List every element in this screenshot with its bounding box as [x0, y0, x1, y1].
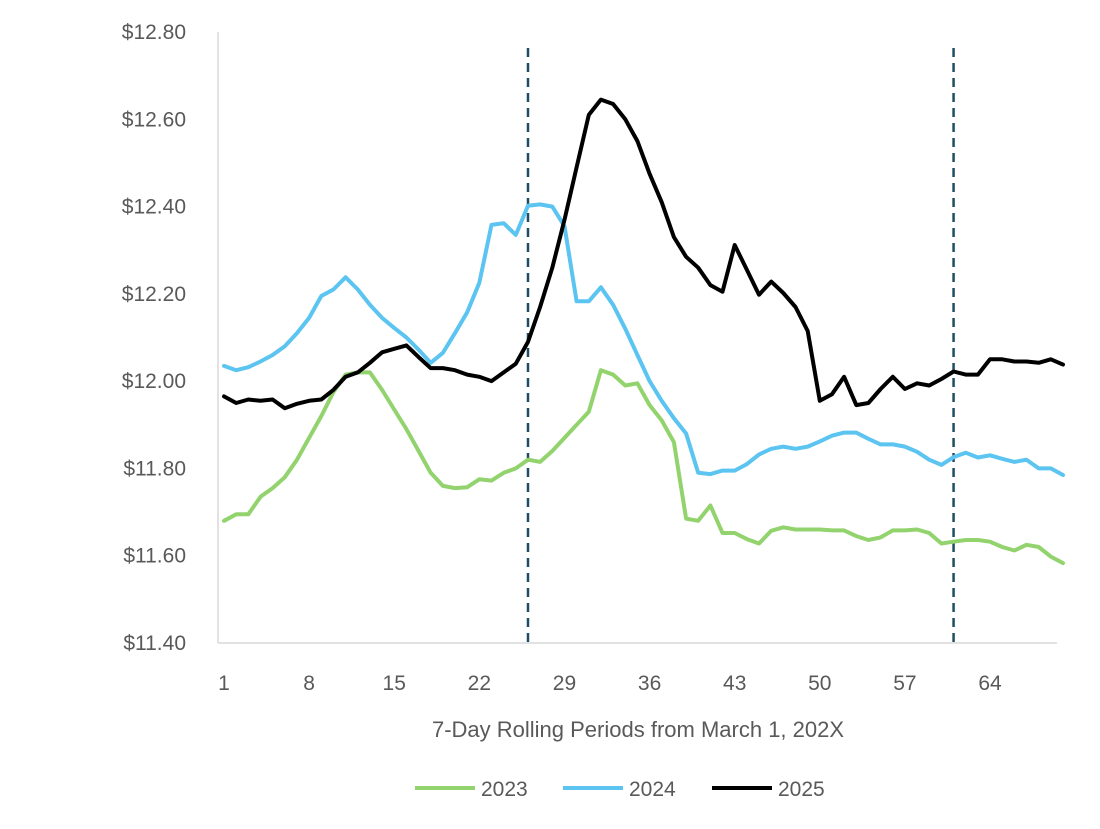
legend-label-2024: 2024 — [629, 778, 676, 801]
y-tick-label: $12.40 — [122, 196, 186, 219]
x-tick-label: 64 — [978, 672, 1002, 695]
x-axis-label: 7-Day Rolling Periods from March 1, 202X — [432, 717, 844, 742]
x-tick-label: 1 — [218, 672, 230, 695]
series-line-2024 — [222, 202, 1065, 477]
x-tick-label: 8 — [303, 672, 315, 695]
legend-label-2025: 2025 — [778, 778, 825, 801]
x-tick-label: 57 — [893, 672, 916, 695]
y-tick-label: $11.80 — [123, 457, 186, 480]
series-line-2025 — [222, 97, 1065, 411]
x-tick-label: 50 — [808, 672, 831, 695]
legend: 2023 2024 2025 — [415, 778, 825, 801]
y-tick-label: $11.60 — [123, 545, 186, 568]
x-tick-label: 15 — [383, 672, 406, 695]
y-axis-ticks: $11.40 $11.60 $11.80 $12.00 $12.20 $12.40 $12.… — [122, 21, 186, 655]
x-tick-label: 36 — [638, 672, 661, 695]
y-tick-label: $12.00 — [122, 370, 186, 393]
series-line-2023 — [222, 368, 1065, 566]
x-tick-label: 43 — [723, 672, 746, 695]
x-tick-label: 22 — [468, 672, 491, 695]
y-tick-label: $12.60 — [122, 108, 186, 131]
reference-lines — [526, 48, 955, 643]
x-axis-ticks: 1 8 15 22 29 36 43 50 57 64 — [218, 672, 1002, 695]
y-tick-label: $12.80 — [122, 21, 186, 44]
x-tick-label: 29 — [553, 672, 576, 695]
y-tick-label: $11.40 — [123, 632, 186, 655]
series-lines — [222, 97, 1065, 566]
legend-label-2023: 2023 — [481, 778, 528, 801]
y-tick-label: $12.20 — [122, 283, 186, 306]
